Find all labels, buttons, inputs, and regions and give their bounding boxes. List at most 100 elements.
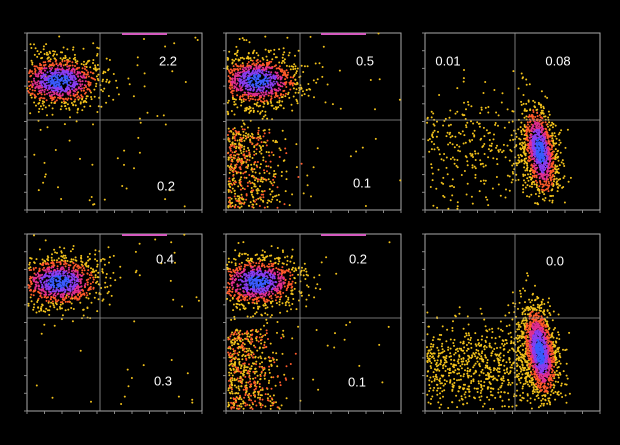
event-dot — [442, 176, 445, 179]
event-dot — [494, 123, 497, 126]
event-dot — [227, 158, 230, 161]
event-dot — [281, 333, 284, 336]
event-dot — [243, 156, 246, 159]
event-dot — [29, 112, 32, 115]
event-dot — [232, 154, 235, 157]
event-dot — [477, 152, 480, 155]
event-dot — [558, 164, 561, 167]
event-dot — [73, 281, 76, 284]
event-dot — [526, 136, 529, 139]
event-dot — [289, 76, 292, 79]
event-dot — [274, 384, 277, 387]
event-dot — [233, 205, 236, 208]
event-dot — [230, 197, 233, 200]
event-dot — [106, 285, 109, 288]
event-dot — [191, 398, 194, 401]
event-dot — [85, 279, 88, 282]
event-dot — [86, 272, 89, 275]
event-dot — [333, 346, 336, 349]
event-dot — [83, 84, 86, 87]
event-dot — [231, 83, 234, 86]
event-dot — [269, 49, 272, 52]
event-dot — [497, 183, 500, 186]
event-dot — [71, 285, 74, 288]
event-dot — [37, 75, 40, 78]
event-dot — [496, 163, 499, 166]
event-dot — [31, 72, 34, 75]
event-dot — [528, 195, 531, 198]
event-dot — [484, 106, 487, 109]
event-dot — [45, 307, 48, 310]
event-dot — [97, 271, 100, 274]
event-dot — [63, 100, 65, 103]
event-dot — [275, 302, 278, 305]
event-dot — [240, 139, 243, 142]
event-dot — [79, 101, 82, 104]
event-dot — [249, 138, 252, 141]
event-dot — [257, 81, 260, 83]
event-dot — [87, 75, 90, 78]
event-dot — [546, 187, 548, 190]
event-dot — [27, 304, 30, 307]
event-dot — [253, 49, 256, 52]
event-dot — [275, 72, 278, 75]
event-dot — [243, 123, 246, 126]
event-dot — [524, 154, 527, 157]
event-dot — [430, 163, 433, 166]
event-dot — [56, 308, 59, 311]
event-dot — [62, 80, 65, 83]
event-dot — [86, 294, 89, 297]
event-dot — [264, 312, 267, 315]
event-dot — [256, 101, 259, 104]
event-dot — [297, 176, 300, 178]
event-dot — [476, 121, 479, 124]
event-dot — [348, 321, 351, 324]
event-dot — [238, 84, 241, 87]
event-dot — [62, 274, 65, 277]
event-dot — [263, 190, 266, 192]
event-dot — [248, 335, 251, 338]
event-dot — [436, 120, 438, 123]
event-dot — [39, 294, 42, 297]
event-dot — [495, 158, 498, 160]
event-dot — [266, 77, 269, 80]
event-dot — [255, 86, 258, 89]
event-dot — [510, 181, 513, 184]
event-dot — [259, 185, 261, 188]
event-dot — [264, 160, 267, 163]
event-dot — [69, 97, 72, 100]
event-dot — [243, 139, 246, 142]
event-dot — [232, 303, 235, 306]
event-dot — [63, 247, 66, 250]
event-dot — [252, 72, 255, 75]
event-dot — [249, 182, 252, 185]
event-dot — [500, 101, 503, 104]
event-dot — [282, 159, 285, 162]
event-dot — [560, 161, 563, 164]
event-dot — [40, 332, 43, 335]
event-dot — [121, 185, 124, 187]
event-dot — [71, 320, 74, 323]
event-dot — [456, 110, 459, 113]
event-dot — [252, 203, 255, 206]
event-dot — [73, 71, 76, 74]
event-dot — [430, 110, 433, 113]
event-dot — [174, 261, 176, 264]
event-dot — [539, 116, 542, 119]
event-dot — [538, 188, 541, 191]
event-dot — [560, 129, 563, 132]
event-dot — [83, 60, 85, 63]
event-dot — [258, 150, 261, 153]
event-dot — [326, 83, 329, 86]
event-dot — [237, 88, 240, 91]
event-dot — [46, 57, 49, 60]
event-dot — [33, 234, 35, 237]
event-dot — [35, 311, 38, 314]
event-dot — [511, 178, 514, 181]
event-dot — [445, 166, 448, 169]
event-dot — [33, 77, 35, 80]
event-dot — [312, 79, 315, 82]
event-dot — [254, 92, 257, 95]
event-dot — [44, 260, 47, 263]
event-dot — [45, 67, 48, 70]
